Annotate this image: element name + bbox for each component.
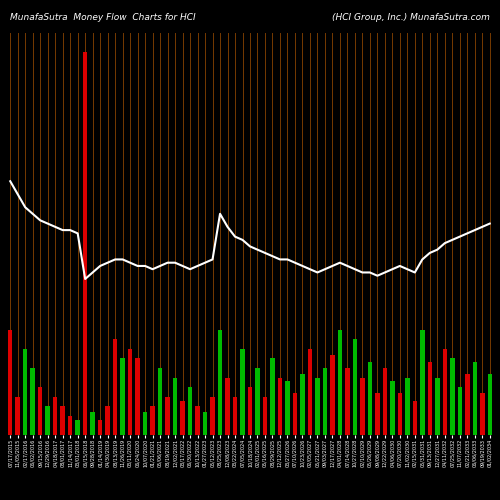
Bar <box>143 412 148 435</box>
Bar <box>472 362 477 435</box>
Bar <box>375 393 380 435</box>
Bar <box>330 354 334 435</box>
Bar <box>255 368 260 435</box>
Bar <box>196 406 200 435</box>
Bar <box>180 400 185 435</box>
Bar <box>390 382 394 435</box>
Bar <box>53 396 58 435</box>
Bar <box>166 396 170 435</box>
Bar <box>226 378 230 435</box>
Bar <box>233 396 237 435</box>
Bar <box>352 339 357 435</box>
Bar <box>368 362 372 435</box>
Bar <box>412 400 417 435</box>
Bar <box>442 349 447 435</box>
Bar <box>360 378 364 435</box>
Bar <box>458 387 462 435</box>
Bar <box>120 358 125 435</box>
Bar <box>322 368 327 435</box>
Text: MunafaSutra  Money Flow  Charts for HCI: MunafaSutra Money Flow Charts for HCI <box>10 12 196 22</box>
Bar <box>338 330 342 435</box>
Bar <box>405 378 409 435</box>
Bar <box>158 368 162 435</box>
Bar <box>262 396 267 435</box>
Bar <box>16 396 20 435</box>
Bar <box>382 368 387 435</box>
Bar <box>76 420 80 435</box>
Bar <box>173 378 178 435</box>
Bar <box>480 393 484 435</box>
Bar <box>136 358 140 435</box>
Bar <box>278 378 282 435</box>
Bar <box>68 416 72 435</box>
Bar <box>270 358 274 435</box>
Bar <box>128 349 132 435</box>
Bar <box>203 412 207 435</box>
Bar <box>315 378 320 435</box>
Bar <box>30 368 35 435</box>
Bar <box>90 412 95 435</box>
Bar <box>188 387 192 435</box>
Bar <box>435 378 440 435</box>
Bar <box>428 362 432 435</box>
Bar <box>398 393 402 435</box>
Bar <box>46 406 50 435</box>
Bar <box>345 368 350 435</box>
Bar <box>218 330 222 435</box>
Text: (HCI Group, Inc.) MunafaSutra.com: (HCI Group, Inc.) MunafaSutra.com <box>332 12 490 22</box>
Bar <box>300 374 304 435</box>
Bar <box>450 358 454 435</box>
Bar <box>8 330 12 435</box>
Bar <box>38 387 42 435</box>
Bar <box>23 349 28 435</box>
Bar <box>240 349 245 435</box>
Bar <box>83 52 87 435</box>
Bar <box>465 374 469 435</box>
Bar <box>210 396 215 435</box>
Bar <box>285 382 290 435</box>
Bar <box>106 406 110 435</box>
Bar <box>488 374 492 435</box>
Bar <box>308 349 312 435</box>
Bar <box>292 393 297 435</box>
Bar <box>150 406 155 435</box>
Bar <box>98 420 102 435</box>
Bar <box>113 339 117 435</box>
Bar <box>420 330 424 435</box>
Bar <box>248 387 252 435</box>
Bar <box>60 406 65 435</box>
